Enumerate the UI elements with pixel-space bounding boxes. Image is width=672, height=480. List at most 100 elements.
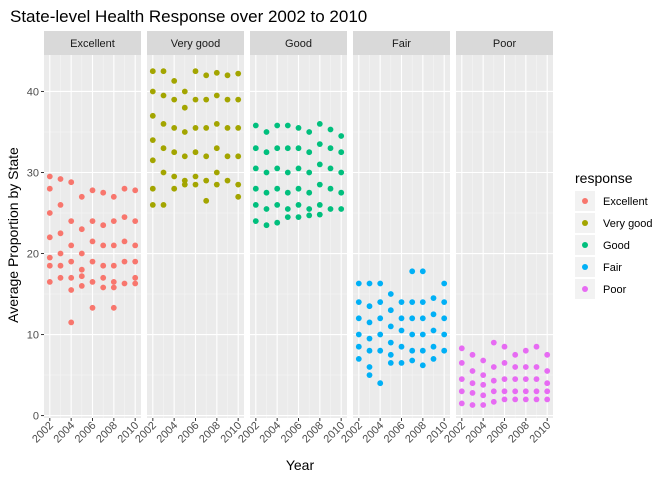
data-point <box>458 360 465 366</box>
legend-item-very-good: Very good <box>575 213 653 233</box>
data-point <box>377 347 384 354</box>
data-point <box>501 343 508 350</box>
data-point <box>192 125 199 131</box>
data-point <box>398 327 405 334</box>
data-point <box>213 145 220 152</box>
data-point <box>295 202 302 208</box>
data-point <box>78 226 85 233</box>
data-point <box>458 345 465 352</box>
data-point <box>522 396 529 403</box>
x-tick-label: 2008 <box>94 420 120 446</box>
facet-strip-label: Excellent <box>70 38 115 50</box>
data-point <box>57 274 64 281</box>
data-point <box>533 376 540 382</box>
legend-swatch <box>582 242 588 248</box>
x-axis-label: Year <box>286 457 315 473</box>
data-point <box>355 280 362 287</box>
data-point <box>306 169 313 176</box>
data-point <box>490 398 497 405</box>
x-tick-label: 2002 <box>442 420 468 446</box>
x-tick-label: 2002 <box>133 420 159 446</box>
data-point <box>295 165 302 172</box>
data-point <box>377 331 384 338</box>
data-point <box>398 343 405 350</box>
data-point <box>89 279 96 285</box>
data-point <box>469 390 476 396</box>
y-tick-label: 40 <box>27 86 39 98</box>
data-point <box>316 202 323 208</box>
data-point <box>387 339 394 346</box>
data-point <box>316 161 323 168</box>
data-point <box>544 368 551 374</box>
data-point <box>89 238 96 245</box>
data-point <box>355 356 362 362</box>
data-point <box>544 396 551 403</box>
data-point <box>327 206 334 212</box>
data-point <box>458 400 465 407</box>
data-point <box>512 376 519 382</box>
data-point <box>252 218 259 225</box>
data-point <box>160 145 167 152</box>
legend-label: Poor <box>603 284 627 296</box>
data-point <box>480 402 487 408</box>
data-point <box>132 218 139 225</box>
x-tick-label: 2006 <box>176 420 202 446</box>
facet-strip <box>250 31 347 55</box>
data-point <box>132 258 139 265</box>
data-point <box>398 315 405 322</box>
data-point <box>57 202 64 208</box>
data-point <box>132 274 139 281</box>
data-point <box>68 179 75 186</box>
x-tick-label: 2004 <box>361 420 387 446</box>
data-point <box>263 129 270 135</box>
data-point <box>89 304 96 311</box>
data-point <box>409 315 416 322</box>
data-point <box>295 125 302 131</box>
data-point <box>387 351 394 358</box>
legend-item-poor: Poor <box>575 279 627 299</box>
data-point <box>78 266 85 273</box>
data-point <box>338 206 345 212</box>
data-point <box>377 380 384 387</box>
data-point <box>327 145 334 152</box>
data-point <box>522 347 529 354</box>
data-point <box>171 185 178 192</box>
data-point <box>306 129 313 135</box>
x-tick-label: 2008 <box>506 420 532 446</box>
data-point <box>110 284 117 291</box>
x-tick-label: 2008 <box>403 420 429 446</box>
data-point <box>263 222 270 229</box>
data-point <box>430 343 437 350</box>
data-point <box>377 280 384 287</box>
chart-title: State-level Health Response over 2002 to… <box>10 7 367 26</box>
data-point <box>295 214 302 221</box>
x-tick-label: 2004 <box>464 420 490 446</box>
data-point <box>192 181 199 188</box>
data-point <box>57 262 64 269</box>
data-point <box>78 273 85 280</box>
facet-strip-label: Fair <box>392 38 411 50</box>
data-point <box>295 185 302 192</box>
data-point <box>78 283 85 289</box>
data-point <box>46 254 53 261</box>
y-axis-label: Average Proportion by State <box>5 147 21 323</box>
data-point <box>57 176 64 182</box>
data-point <box>46 279 53 285</box>
legend-item-excellent: Excellent <box>575 191 648 211</box>
data-point <box>192 149 199 156</box>
x-tick-label: 2008 <box>197 420 223 446</box>
data-point <box>171 125 178 131</box>
data-point <box>149 112 156 119</box>
data-point <box>171 173 178 180</box>
data-point <box>252 202 259 208</box>
x-tick-label: 2002 <box>236 420 262 446</box>
data-point <box>522 376 529 382</box>
data-point <box>181 181 188 188</box>
data-point <box>181 177 188 184</box>
data-point <box>355 299 362 305</box>
data-point <box>366 335 373 342</box>
data-point <box>469 351 476 358</box>
data-point <box>203 153 210 160</box>
